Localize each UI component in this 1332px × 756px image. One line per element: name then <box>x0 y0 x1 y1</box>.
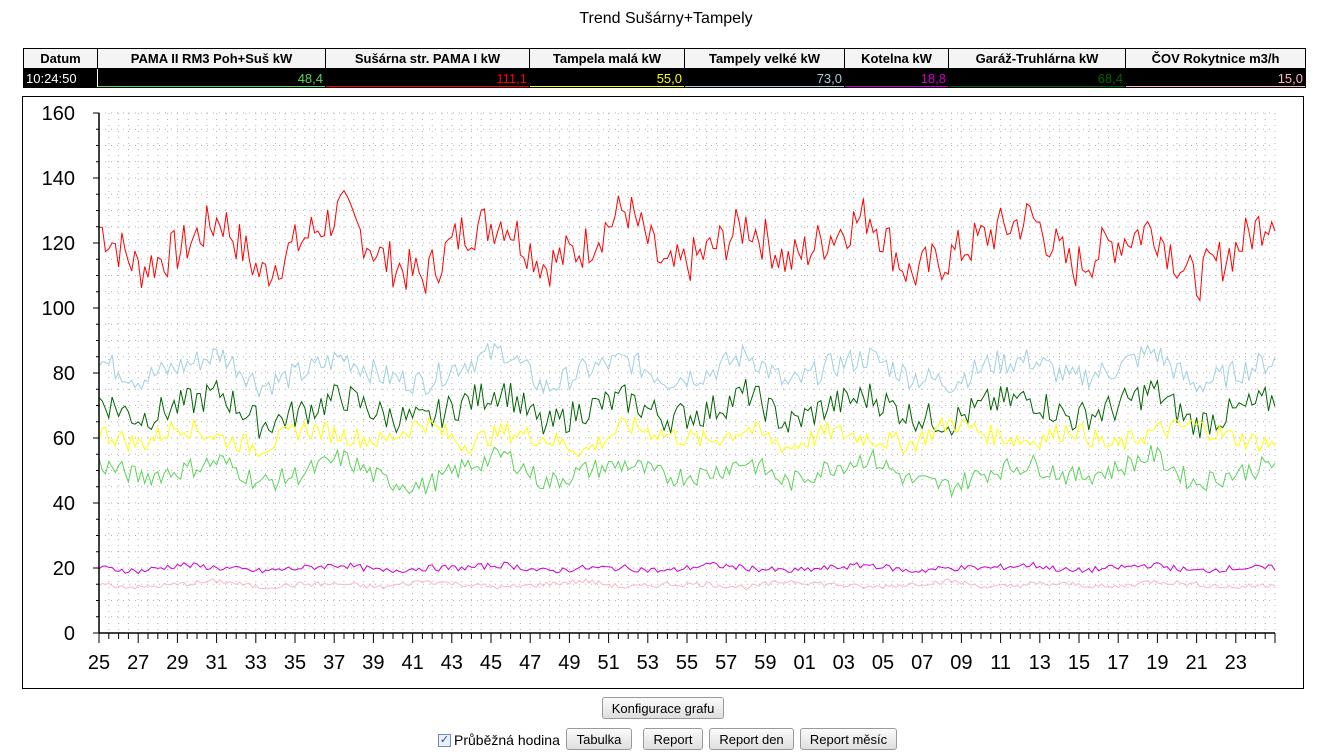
y-tick-label: 100 <box>42 298 75 320</box>
y-tick-label: 80 <box>53 363 75 385</box>
y-tick-label: 140 <box>42 168 75 190</box>
legend-series-value: 55,0 <box>529 68 685 88</box>
legend-series-value: 48,4 <box>97 68 326 88</box>
chart-grid <box>98 112 1276 634</box>
x-tick-label: 07 <box>911 652 933 674</box>
x-tick-label: 55 <box>676 652 698 674</box>
series-line <box>98 445 1276 499</box>
x-tick-label: 23 <box>1225 652 1247 674</box>
x-tick-label: 39 <box>362 652 384 674</box>
legend-header-row: Datum PAMA II RM3 Poh+Suš kW Sušárna str… <box>23 48 1306 69</box>
x-tick-label: 31 <box>205 652 227 674</box>
x-tick-label: 47 <box>519 652 541 674</box>
legend-series-header: ČOV Rokytnice m3/h <box>1125 48 1306 69</box>
y-tick-label: 0 <box>64 623 75 645</box>
series-line <box>98 189 1276 303</box>
legend-series-value: 111,1 <box>325 68 530 88</box>
x-tick-label: 57 <box>715 652 737 674</box>
y-tick-label: 20 <box>53 558 75 580</box>
legend-series-header: Sušárna str. PAMA I kW <box>325 48 530 69</box>
configure-chart-button[interactable]: Konfigurace grafu <box>602 697 724 719</box>
legend-series-header: Tampela malá kW <box>529 48 685 69</box>
x-tick-label: 09 <box>950 652 972 674</box>
x-tick-label: 33 <box>245 652 267 674</box>
x-tick-label: 29 <box>166 652 188 674</box>
series-line <box>98 416 1276 458</box>
x-tick-label: 53 <box>637 652 659 674</box>
series-line <box>98 561 1276 575</box>
legend-date-header: Datum <box>23 48 98 69</box>
y-tick-label: 120 <box>42 233 75 255</box>
page-title: Trend Sušárny+Tampely <box>579 10 753 27</box>
x-tick-label: 17 <box>1107 652 1129 674</box>
x-tick-label: 21 <box>1185 652 1207 674</box>
x-tick-label: 01 <box>793 652 815 674</box>
x-tick-label: 27 <box>127 652 149 674</box>
legend-table: Datum PAMA II RM3 Poh+Suš kW Sušárna str… <box>23 48 1306 88</box>
legend-series-header: Tampely velké kW <box>684 48 845 69</box>
x-tick-label: 45 <box>480 652 502 674</box>
legend-series-value: 15,0 <box>1125 68 1306 88</box>
x-tick-label: 13 <box>1029 652 1051 674</box>
chart-area: 0 20 40 60 80 100 120 140 160 25 27 29 31 33 35 37 39 41 4… <box>22 96 1304 689</box>
report-button[interactable]: Report <box>643 728 703 750</box>
y-tick-label: 160 <box>42 103 75 125</box>
legend-series-header: Kotelna kW <box>844 48 949 69</box>
legend-series-value: 68,4 <box>948 68 1126 88</box>
y-tick-label: 60 <box>53 428 75 450</box>
legend-series-header: PAMA II RM3 Poh+Suš kW <box>97 48 326 69</box>
legend-time: 10:24:50 <box>23 68 98 88</box>
legend-value-row: 10:24:50 48,4 111,1 55,0 73,0 18,8 68,4 … <box>23 68 1306 88</box>
x-tick-label: 11 <box>990 652 1011 674</box>
report-day-button[interactable]: Report den <box>709 728 794 750</box>
running-hour-label: Průběžná hodina <box>454 732 560 748</box>
table-button[interactable]: Tabulka <box>566 728 632 750</box>
series-line <box>98 342 1276 399</box>
series-line <box>98 378 1276 439</box>
series-line <box>98 578 1276 591</box>
x-tick-label: 35 <box>284 652 306 674</box>
x-tick-label: 25 <box>88 652 110 674</box>
report-month-button[interactable]: Report měsíc <box>800 728 897 750</box>
y-tick-label: 40 <box>53 493 75 515</box>
x-tick-label: 05 <box>872 652 894 674</box>
trend-chart: 0 20 40 60 80 100 120 140 160 25 27 29 31 33 35 37 39 41 4… <box>42 103 1276 674</box>
x-tick-label: 59 <box>754 652 776 674</box>
x-tick-label: 51 <box>597 652 619 674</box>
x-tick-label: 15 <box>1068 652 1090 674</box>
x-tick-label: 03 <box>833 652 855 674</box>
running-hour-checkbox[interactable]: ✓ <box>438 733 451 747</box>
running-hour-option[interactable]: ✓ Průběžná hodina <box>438 730 560 750</box>
legend-series-value: 73,0 <box>684 68 845 88</box>
legend-series-header: Garáž-Truhlárna kW <box>948 48 1126 69</box>
x-tick-label: 41 <box>401 652 423 674</box>
x-tick-label: 37 <box>323 652 345 674</box>
x-tick-label: 43 <box>441 652 463 674</box>
x-tick-label: 19 <box>1146 652 1168 674</box>
x-tick-label: 49 <box>558 652 580 674</box>
legend-series-value: 18,8 <box>844 68 949 88</box>
